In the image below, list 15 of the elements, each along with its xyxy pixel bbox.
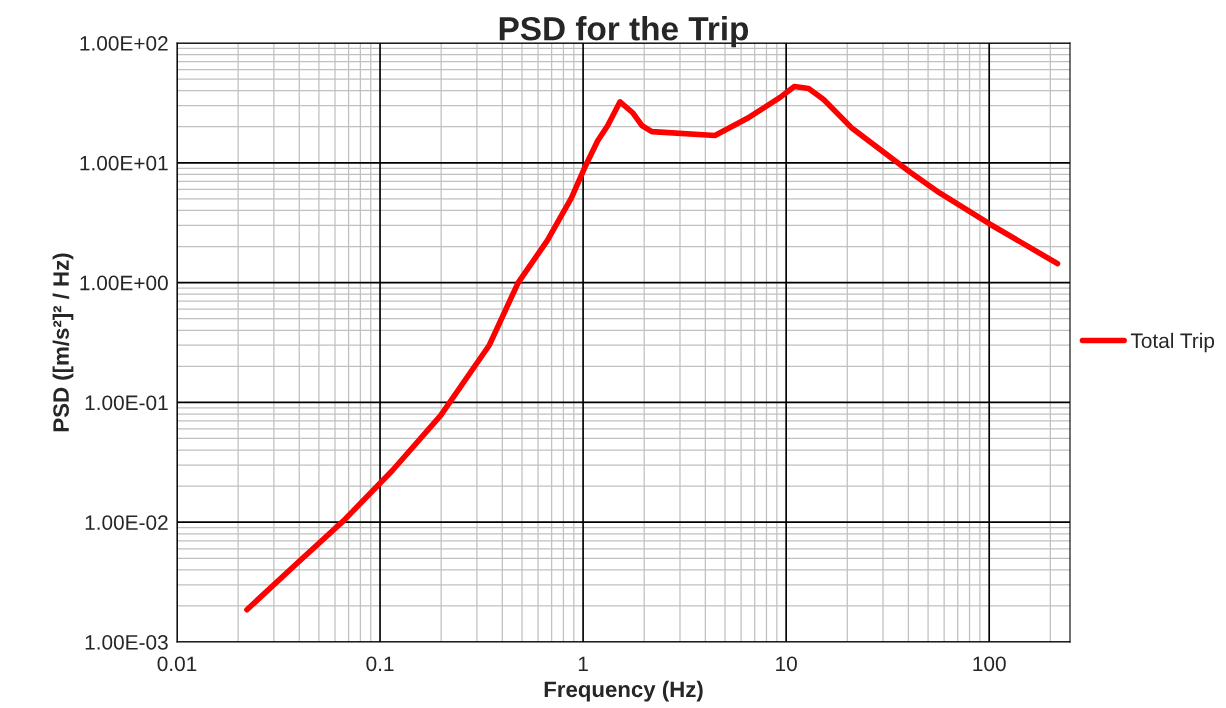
x-tick-label: 1 (578, 656, 588, 671)
y-tick-label: 1.00E+02 (80, 36, 168, 51)
y-tick-label: 1.00E-01 (85, 395, 168, 411)
y-tick-label: 1.00E+01 (80, 155, 168, 171)
x-axis-title: Frequency (Hz) (544, 680, 703, 702)
x-tick-label: 10 (776, 656, 797, 672)
y-tick-label: 1.00E+00 (80, 275, 168, 291)
x-tick-label: 100 (973, 656, 1006, 672)
chart-title: PSD for the Trip (499, 16, 749, 48)
y-tick-label: 1.00E-03 (85, 635, 168, 650)
y-axis-title: PSD ([m/s²]² / Hz) (52, 253, 74, 432)
x-tick-label: 0.1 (366, 656, 394, 672)
legend-label: Total Trip (1130, 332, 1215, 353)
x-tick-label: 0.01 (157, 656, 197, 672)
y-tick-label: 1.00E-02 (85, 515, 168, 530)
